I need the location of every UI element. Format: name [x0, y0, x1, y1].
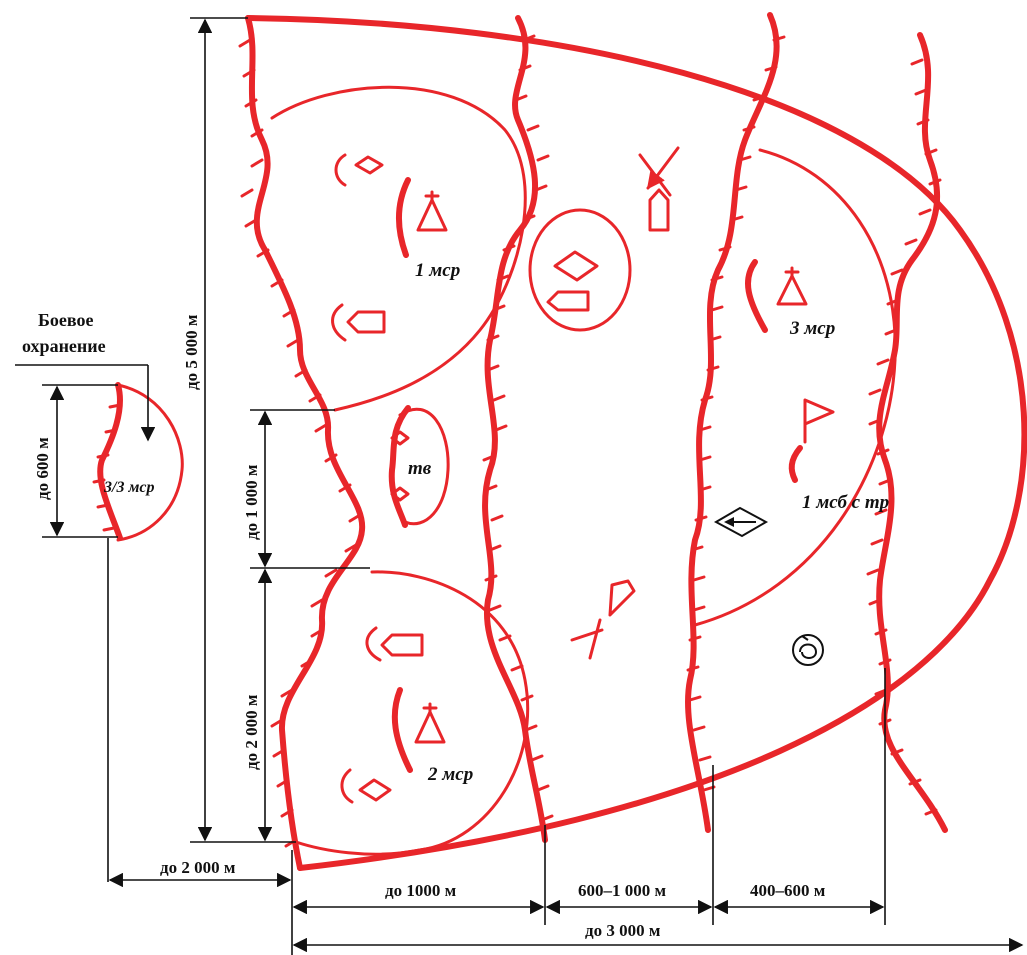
tank-icon-2 [390, 486, 410, 502]
tank-icon-1 [390, 430, 410, 446]
second-echelon-rear-line [876, 32, 948, 833]
guard-title-line1: Боевое [38, 310, 93, 330]
platoon-position-2a [365, 626, 382, 662]
dim-front-total-label: до 5 000 м [182, 314, 201, 390]
battalion-hq-flag [803, 398, 835, 444]
platoon-position-2b [340, 768, 354, 804]
company-3-position [745, 259, 768, 333]
second-line-ticks [482, 34, 554, 822]
dim-front-2000-label: до 2 000 м [242, 694, 261, 770]
company-1-area [270, 85, 527, 412]
dim-gap-1000-label: до 1 000 м [242, 464, 261, 540]
combat-guard-front [97, 382, 123, 541]
dim-depth-1000-label: до 1000 м [385, 881, 457, 900]
platoon-position-1b [331, 303, 347, 342]
battalion-hq-arc [788, 445, 803, 483]
front-edge-line [245, 15, 366, 871]
company-3-label: 3 мср [789, 318, 835, 339]
ifv-icon-1a [354, 155, 384, 175]
ifv-icon-1b [346, 310, 386, 334]
medical-point-glyph [799, 635, 818, 659]
company-3-area [693, 148, 897, 627]
tank-platoon-front [388, 405, 411, 528]
guard-unit-label: 3/3 мср [103, 479, 155, 496]
dim-depth-400-600-label: 400–600 м [750, 881, 826, 900]
first-echelon-rear-line [482, 15, 548, 843]
third-line-ticks [686, 35, 786, 792]
medical-point-icon [792, 634, 824, 666]
battalion-area-boundary [245, 15, 1027, 871]
command-post-3 [776, 266, 808, 306]
reserve-area [528, 208, 632, 332]
anti-tank-reserve-icon [640, 146, 680, 232]
company-2-position [391, 687, 413, 773]
ifv-icon-reserve [553, 250, 599, 282]
battalion-label: 1 мсб с тр [802, 492, 889, 513]
platoon-position-1a [334, 153, 347, 187]
dim-depth-total-label: до 3 000 м [585, 921, 661, 940]
observation-post-icon [713, 506, 769, 538]
combat-guard-area [116, 383, 184, 542]
company-1-position [396, 177, 411, 258]
observation-arrow-head [724, 517, 734, 527]
guard-title-line2: охранение [22, 336, 106, 356]
anti-tank-icon-bottom [570, 579, 636, 660]
ifv-icon-2b [358, 778, 392, 802]
dim-depth-600-1000-label: 600–1 000 м [578, 881, 667, 900]
company-2-area [294, 570, 530, 856]
company-2-label: 2 мср [427, 764, 473, 785]
dim-guard-depth-label: до 600 м [33, 437, 52, 500]
tank-platoon-label: тв [408, 458, 432, 479]
command-post-1 [416, 190, 448, 232]
command-post-2 [414, 702, 446, 744]
ifv-icon-2a [380, 633, 424, 657]
front-edge-ticks [238, 38, 362, 848]
combat-guard-ticks [92, 403, 122, 532]
tank-platoon-area [398, 407, 450, 526]
second-echelon-front-line [685, 12, 780, 833]
apc-icon-reserve [546, 290, 590, 312]
company-1-label: 1 мср [415, 260, 460, 281]
dim-guard-distance-label: до 2 000 м [160, 858, 236, 877]
